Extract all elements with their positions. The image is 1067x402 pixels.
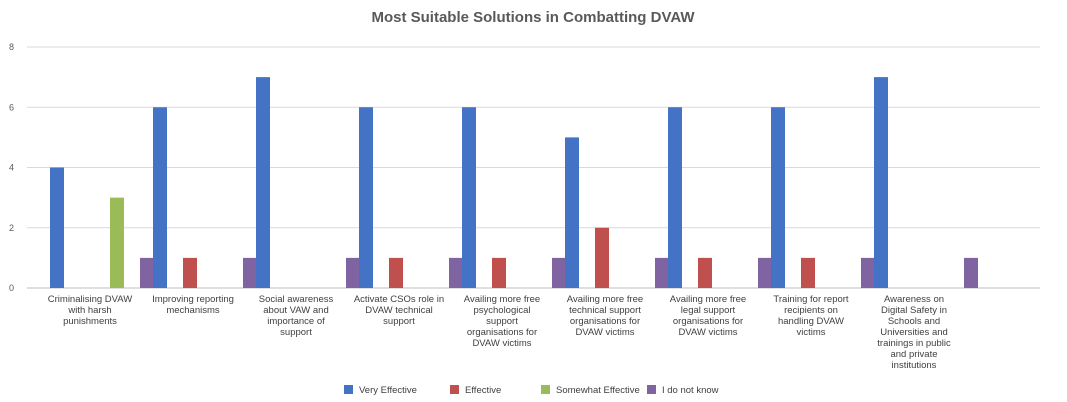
bar bbox=[243, 257, 257, 288]
category-label-line: organisations for bbox=[570, 316, 640, 327]
category-label: Training for report recipients on handling… bbox=[773, 294, 849, 338]
category-label-line: DVAW victims bbox=[472, 338, 531, 349]
bar bbox=[771, 107, 785, 288]
category-label-line: Digital Safety in bbox=[881, 305, 947, 316]
bar bbox=[801, 257, 815, 288]
bar bbox=[50, 167, 64, 288]
category-label: Improving reporting mechanisms bbox=[152, 294, 234, 316]
category-label: Availing more free technical support organ… bbox=[567, 294, 643, 338]
bar bbox=[964, 257, 978, 288]
bar bbox=[595, 227, 609, 288]
bar bbox=[389, 257, 403, 288]
category-label-line: technical support bbox=[569, 305, 641, 316]
gridlines bbox=[27, 46, 1040, 289]
legend-label: Somewhat Effective bbox=[556, 385, 640, 396]
category-label-line: Awareness on bbox=[884, 294, 944, 305]
category-label: Availing more free legal support organisat… bbox=[670, 294, 746, 338]
category-label-line: Schools and bbox=[888, 316, 940, 327]
category-label-line: organisations for bbox=[467, 327, 537, 338]
category-label-line: importance of bbox=[267, 316, 325, 327]
category-label-line: support bbox=[486, 316, 518, 327]
bar bbox=[110, 197, 124, 288]
category-label-line: Social awareness bbox=[259, 294, 334, 305]
category-label-line: and private bbox=[890, 349, 937, 360]
category-label-line: psychological bbox=[473, 305, 530, 316]
category-label: Awareness on Digital Safety in Schools and… bbox=[877, 294, 951, 371]
category-label-line: support bbox=[280, 327, 312, 338]
category-label: Activate CSOs role in DVAW technical suppo… bbox=[354, 294, 444, 327]
legend-swatch bbox=[450, 385, 459, 394]
category-label-line: Universities and bbox=[880, 327, 948, 338]
chart-title: Most Suitable Solutions in Combatting DV… bbox=[371, 9, 695, 26]
category-label-line: DVAW technical bbox=[365, 305, 433, 316]
category-label: Criminalising DVAW with harsh punishments bbox=[48, 294, 132, 327]
y-tick-label: 2 bbox=[9, 223, 14, 233]
category-label-line: recipients on bbox=[784, 305, 838, 316]
bar bbox=[256, 77, 270, 288]
category-label-line: support bbox=[383, 316, 415, 327]
y-tick-label: 8 bbox=[9, 42, 14, 52]
bar bbox=[565, 137, 579, 288]
category-label-line: about VAW and bbox=[263, 305, 328, 316]
bar bbox=[655, 257, 669, 288]
bar bbox=[449, 257, 463, 288]
bar bbox=[183, 257, 197, 288]
y-tick-label: 4 bbox=[9, 163, 14, 173]
category-label-line: DVAW victims bbox=[678, 327, 737, 338]
category-label-line: Improving reporting bbox=[152, 294, 234, 305]
bar bbox=[462, 107, 476, 288]
category-label-line: Activate CSOs role in bbox=[354, 294, 444, 305]
legend-label: Very Effective bbox=[359, 385, 417, 396]
category-label-line: with harsh bbox=[67, 305, 111, 316]
category-label: Social awareness about VAW and importance … bbox=[259, 294, 334, 338]
category-label-line: Availing more free bbox=[670, 294, 746, 305]
bar bbox=[668, 107, 682, 288]
bar bbox=[698, 257, 712, 288]
category-labels: Criminalising DVAW with harsh punishments I… bbox=[48, 294, 951, 371]
category-label-line: Availing more free bbox=[464, 294, 540, 305]
legend-swatch bbox=[541, 385, 550, 394]
category-label-line: institutions bbox=[892, 360, 937, 371]
y-tick-label: 0 bbox=[9, 283, 14, 293]
bar bbox=[153, 107, 167, 288]
bar bbox=[758, 257, 772, 288]
legend: Very Effective Effective Somewhat Effectiv… bbox=[344, 385, 719, 396]
bar bbox=[874, 77, 888, 288]
category-label-line: organisations for bbox=[673, 316, 743, 327]
legend-swatch bbox=[647, 385, 656, 394]
bars bbox=[50, 77, 978, 288]
y-tick-label: 6 bbox=[9, 102, 14, 112]
category-label-line: Training for report bbox=[773, 294, 849, 305]
bar bbox=[552, 257, 566, 288]
category-label: Availing more free psychological support or… bbox=[464, 294, 540, 349]
bar bbox=[359, 107, 373, 288]
y-axis-ticks: 0 2 4 6 8 bbox=[9, 42, 14, 293]
category-label-line: Availing more free bbox=[567, 294, 643, 305]
category-label-line: legal support bbox=[681, 305, 736, 316]
category-label-line: trainings in public bbox=[877, 338, 951, 349]
bar bbox=[140, 257, 154, 288]
bar bbox=[346, 257, 360, 288]
bar bbox=[492, 257, 506, 288]
category-label-line: Criminalising DVAW bbox=[48, 294, 132, 305]
category-label-line: handling DVAW bbox=[778, 316, 844, 327]
category-label-line: punishments bbox=[63, 316, 117, 327]
bar bbox=[861, 257, 875, 288]
legend-label: Effective bbox=[465, 385, 501, 396]
category-label-line: mechanisms bbox=[166, 305, 220, 316]
category-label-line: victims bbox=[796, 327, 825, 338]
legend-swatch bbox=[344, 385, 353, 394]
category-label-line: DVAW victims bbox=[575, 327, 634, 338]
legend-label: I do not know bbox=[662, 385, 719, 396]
